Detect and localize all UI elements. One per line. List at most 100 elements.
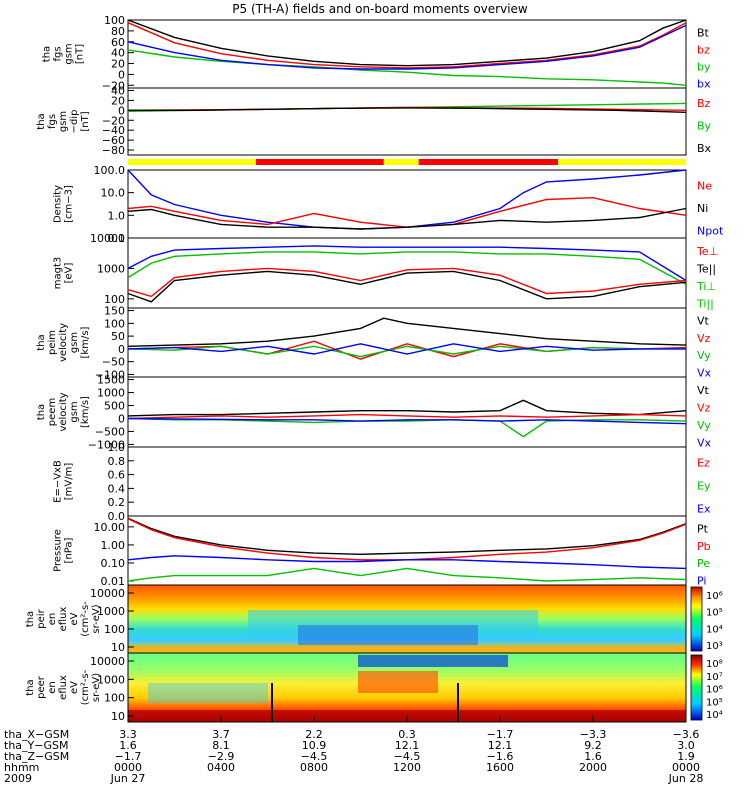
y-tick-label: 150 [104, 305, 125, 318]
x-axis-value: 10.9 [302, 739, 327, 752]
panel-frame [127, 376, 687, 448]
legend-entry: Vt [697, 384, 710, 397]
y-tick-label: 100 [104, 317, 125, 330]
y-axis-label: peim [47, 330, 58, 355]
y-axis-label: E=−VxB [53, 460, 64, 503]
y-axis-label: tha [42, 46, 53, 62]
legend-entry: Ti|| [696, 297, 714, 310]
colorbar: 10⁶ 10⁵ 10⁴ 10³ [690, 586, 723, 652]
series-line-ni [127, 207, 687, 230]
mode-bar-segment [383, 159, 419, 165]
y-tick-label: 1.00 [101, 539, 126, 552]
y-tick-label: 0 [118, 343, 125, 356]
colorbar-scale [690, 586, 703, 652]
legend-entry: Ne [697, 179, 712, 192]
x-axis-row-label: tha_Z−GSM [4, 750, 69, 763]
x-axis-value: 0400 [207, 761, 235, 774]
y-tick-label: 60 [111, 36, 125, 49]
y-tick-label: 1.0 [108, 441, 126, 454]
legend-entry: Npot [697, 225, 724, 238]
y-tick-label: −1000 [88, 438, 125, 451]
y-tick-label: −100 [95, 368, 125, 381]
x-axis-row-label: 2009 [4, 772, 32, 785]
x-axis-value: 0000 [114, 761, 142, 774]
panel-9: 10⁶ 10⁵ 10⁴ 10³ 10000 1000 100 10 tha peir en eflux… [25, 584, 723, 654]
legend-entry: Pb [697, 540, 711, 553]
colorbar-tick-label: 10⁸ [706, 659, 723, 670]
series-line-ne [127, 196, 687, 228]
y-tick-label: −20 [102, 79, 125, 92]
colorbar-tick-label: 10⁷ [706, 672, 723, 683]
x-axis-value: 12.1 [395, 739, 420, 752]
y-tick-label: 10000 [90, 587, 125, 600]
series-line-vt [127, 317, 687, 347]
x-axis-value: 0000 [672, 761, 700, 774]
y-tick-label: −50 [102, 356, 125, 369]
legend-entry: Vt [697, 315, 710, 328]
y-tick-label: 0.4 [108, 482, 126, 495]
y-tick-label: −500 [95, 425, 125, 438]
y-axis-label: fgs [53, 46, 64, 61]
spectrogram-band [358, 671, 438, 693]
y-axis-label: [nT] [80, 111, 91, 131]
x-axis-value: 1.6 [584, 750, 602, 763]
mode-bar-segment [128, 159, 256, 165]
x-axis-value: 1200 [393, 761, 421, 774]
y-axis-label: gsm [64, 43, 75, 64]
x-axis-value: Jun 28 [668, 772, 704, 785]
legend-entry: Ni [697, 202, 708, 215]
x-axis-value: 1600 [486, 761, 514, 774]
y-tick-label: 100 [104, 692, 125, 705]
y-axis-label: velocity [58, 323, 69, 362]
y-tick-label: 10 [111, 710, 125, 723]
figure-title: P5 (TH-A) fields and on-board moments ov… [232, 2, 528, 16]
y-axis-label: gsm [69, 401, 80, 422]
legend-entry: Ey [697, 480, 711, 493]
legend-entry: Vy [697, 419, 711, 432]
series-line-vz [127, 413, 687, 420]
y-axis-label: [mV/m] [64, 463, 75, 501]
series-line-vx [127, 343, 686, 355]
legend-entry: by [697, 61, 711, 74]
y-tick-label: 20 [111, 58, 125, 71]
colorbar-tick-label: 10³ [706, 641, 723, 652]
y-axis-label: [nT] [75, 44, 86, 64]
y-axis-label: [nPa] [64, 537, 75, 563]
x-axis-row-label: tha_Y−GSM [4, 739, 68, 752]
y-axis-label: eflux [58, 675, 69, 700]
y-tick-label: 40 [111, 47, 125, 60]
y-tick-label: 10.0 [101, 187, 126, 200]
y-tick-label: 0.8 [108, 455, 126, 468]
series-line-ti⊥ [127, 245, 687, 282]
y-axis-label: Density [53, 185, 64, 223]
y-axis-label: peer [36, 675, 47, 699]
legend-entry: Pe [697, 557, 710, 570]
y-axis-label: magt3 [53, 257, 64, 290]
y-tick-label: 1000 [97, 262, 125, 275]
y-tick-label: 50 [111, 330, 125, 343]
y-tick-label: 1500 [97, 374, 125, 387]
y-tick-label: −40 [102, 124, 125, 137]
y-axis-label: en [47, 613, 58, 626]
y-tick-label: 0.6 [108, 469, 126, 482]
y-axis-label: tha [25, 611, 36, 627]
x-axis-value: −2.9 [208, 750, 235, 763]
y-axis-label: −dip [69, 110, 80, 134]
colorbar-scale [690, 654, 703, 721]
y-axis-label: tha [25, 679, 36, 695]
legend-entry: Vy [697, 349, 711, 362]
legend-entry: By [697, 120, 712, 133]
y-axis-label: Pressure [53, 529, 64, 572]
series-line-bx [128, 107, 687, 113]
mode-bar-segment [558, 159, 686, 165]
y-tick-label: 0.0 [108, 510, 126, 523]
x-axis-value: −3.3 [580, 728, 607, 741]
y-tick-label: 500 [104, 400, 125, 413]
x-axis-value: −1.7 [487, 728, 514, 741]
y-axis-label: [km/s] [80, 326, 91, 358]
y-tick-label: 1000 [97, 387, 125, 400]
y-tick-label: 0.10 [101, 557, 126, 570]
